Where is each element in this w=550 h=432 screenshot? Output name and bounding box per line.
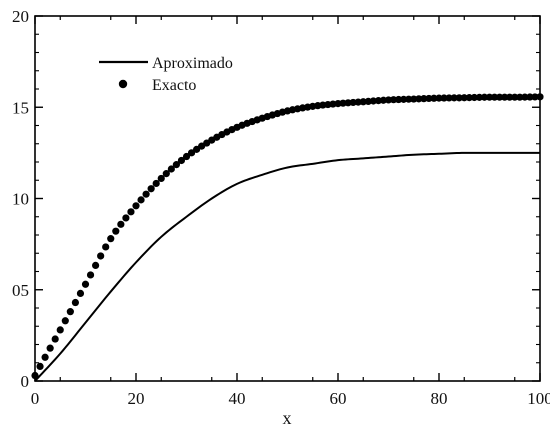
series-point-exacto <box>435 94 443 102</box>
legend-marker-swatch <box>118 79 128 89</box>
series-point-exacto <box>455 94 463 102</box>
y-tick-label: 15 <box>12 98 29 117</box>
series-point-exacto <box>66 308 74 316</box>
series-layer <box>31 93 544 382</box>
y-tick-label: 0 <box>21 372 30 391</box>
y-tick-label: 05 <box>12 281 29 300</box>
series-point-exacto <box>102 243 110 251</box>
series-point-exacto <box>496 93 504 101</box>
x-tick-label: 40 <box>229 389 246 408</box>
series-line-aproximado <box>34 151 540 382</box>
series-point-exacto <box>177 156 186 165</box>
series-point-exacto <box>51 335 59 343</box>
x-tick-label: 100 <box>527 389 550 408</box>
series-point-exacto <box>420 95 428 103</box>
series-point-exacto <box>506 93 514 101</box>
ticks-layer <box>34 15 541 382</box>
series-point-exacto <box>480 93 489 101</box>
series-point-exacto <box>81 280 90 288</box>
legend: Aproximado Exacto <box>99 55 233 94</box>
series-point-exacto <box>167 165 175 173</box>
series-point-exacto <box>445 94 453 102</box>
x-tick-label: 80 <box>431 389 448 408</box>
series-point-exacto <box>465 94 473 102</box>
series-point-exacto <box>490 93 499 101</box>
series-point-exacto <box>460 94 468 102</box>
series-point-exacto <box>132 202 140 210</box>
series-point-exacto <box>511 93 519 101</box>
series-point-exacto <box>526 93 534 101</box>
series-point-exacto <box>450 94 458 102</box>
series-point-exacto <box>162 170 170 178</box>
series-point-exacto <box>137 196 145 204</box>
series-point-exacto <box>92 261 100 270</box>
series-point-exacto <box>107 235 115 243</box>
legend-label-aproximado: Aproximado <box>152 55 233 72</box>
series-point-exacto <box>157 174 165 183</box>
series-point-exacto <box>485 93 494 101</box>
series-point-exacto <box>501 93 509 101</box>
series-point-exacto <box>36 362 44 370</box>
series-point-exacto <box>405 95 413 103</box>
series-point-exacto <box>440 94 448 102</box>
series-point-exacto <box>521 93 529 101</box>
series-point-exacto <box>182 152 191 161</box>
series-point-exacto <box>147 185 155 193</box>
x-axis-label: x <box>283 408 292 428</box>
y-tick-label: 20 <box>12 7 29 26</box>
series-point-exacto <box>76 289 85 297</box>
series-point-exacto <box>531 93 539 101</box>
series-point-exacto <box>395 95 403 104</box>
series-point-exacto <box>187 149 196 157</box>
series-point-exacto <box>127 208 135 216</box>
series-point-exacto <box>172 161 180 169</box>
series-point-exacto <box>71 298 79 307</box>
x-tick-label: 60 <box>330 389 347 408</box>
series-point-exacto <box>112 227 120 235</box>
series-point-exacto <box>430 94 438 102</box>
series-point-exacto <box>56 326 64 334</box>
series-point-exacto <box>41 353 49 361</box>
series-point-exacto <box>97 252 105 260</box>
series-point-exacto <box>152 179 160 188</box>
series-point-exacto <box>384 96 393 104</box>
x-tick-label: 20 <box>128 389 145 408</box>
series-point-exacto <box>86 271 95 279</box>
series-point-exacto <box>117 220 125 228</box>
series-point-exacto <box>475 93 483 101</box>
series-point-exacto <box>61 317 69 325</box>
legend-label-exacto: Exacto <box>152 77 196 94</box>
tick-labels-layer: 0 20 40 60 80 100 0 05 10 15 20 <box>12 7 550 408</box>
series-point-exacto <box>142 190 150 198</box>
series-point-exacto <box>410 95 418 103</box>
x-tick-label: 0 <box>31 389 40 408</box>
series-point-exacto <box>389 96 398 104</box>
series-point-exacto <box>415 95 423 103</box>
y-tick-label: 10 <box>12 190 29 209</box>
series-point-exacto <box>425 94 433 103</box>
series-point-exacto <box>46 344 54 352</box>
series-point-exacto <box>122 214 130 222</box>
series-point-exacto <box>470 93 478 102</box>
series-point-exacto <box>516 93 524 101</box>
series-point-exacto <box>400 95 408 103</box>
